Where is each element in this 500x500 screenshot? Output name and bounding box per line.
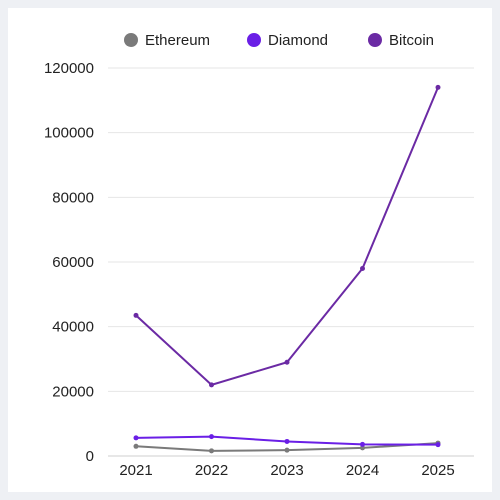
- legend-marker: [124, 33, 138, 47]
- legend[interactable]: Ethereum Diamond Bitcoin: [124, 32, 434, 49]
- data-point-diamond: [133, 435, 139, 441]
- legend-label: Bitcoin: [389, 32, 434, 49]
- data-point-bitcoin: [133, 312, 139, 318]
- data-point-diamond: [435, 442, 441, 448]
- legend-item-ethereum[interactable]: Ethereum: [124, 32, 210, 49]
- x-tick-label: 2025: [421, 462, 454, 479]
- y-axis-ticks: 0 20000 40000 60000 80000 100000 120000: [44, 60, 94, 465]
- data-point-ethereum: [209, 448, 214, 454]
- data-point-diamond: [284, 438, 290, 444]
- legend-item-diamond[interactable]: Diamond: [247, 32, 328, 49]
- series-group: [133, 84, 441, 454]
- legend-marker: [368, 33, 382, 47]
- data-point-ethereum: [284, 447, 290, 453]
- legend-label: Ethereum: [145, 32, 210, 49]
- data-point-bitcoin: [209, 382, 214, 388]
- grid-lines: [108, 67, 474, 457]
- data-point-bitcoin: [284, 359, 290, 365]
- legend-item-bitcoin[interactable]: Bitcoin: [368, 32, 434, 49]
- legend-label: Diamond: [268, 32, 328, 49]
- x-axis-ticks: 2021 2022 2023 2024 2025: [119, 462, 454, 479]
- y-tick-label: 120000: [44, 60, 94, 77]
- series-line-bitcoin: [135, 87, 439, 386]
- y-tick-label: 60000: [52, 254, 94, 271]
- y-tick-label: 40000: [52, 319, 94, 336]
- y-tick-label: 100000: [44, 125, 94, 142]
- legend-marker: [247, 33, 261, 47]
- data-point-bitcoin: [360, 265, 365, 271]
- x-tick-label: 2022: [195, 462, 228, 479]
- data-point-diamond: [209, 434, 214, 440]
- data-point-diamond: [360, 441, 365, 447]
- data-point-ethereum: [360, 445, 365, 451]
- y-tick-label: 80000: [52, 189, 94, 206]
- x-tick-label: 2021: [119, 462, 152, 479]
- y-tick-label: 20000: [52, 383, 94, 400]
- x-tick-label: 2023: [270, 462, 303, 479]
- x-tick-label: 2024: [346, 462, 379, 479]
- chart-card: 0 20000 40000 60000 80000 100000 120000 2021 20…: [8, 8, 492, 492]
- data-point-ethereum: [133, 443, 139, 449]
- y-tick-label: 0: [86, 448, 94, 465]
- data-point-bitcoin: [435, 84, 441, 90]
